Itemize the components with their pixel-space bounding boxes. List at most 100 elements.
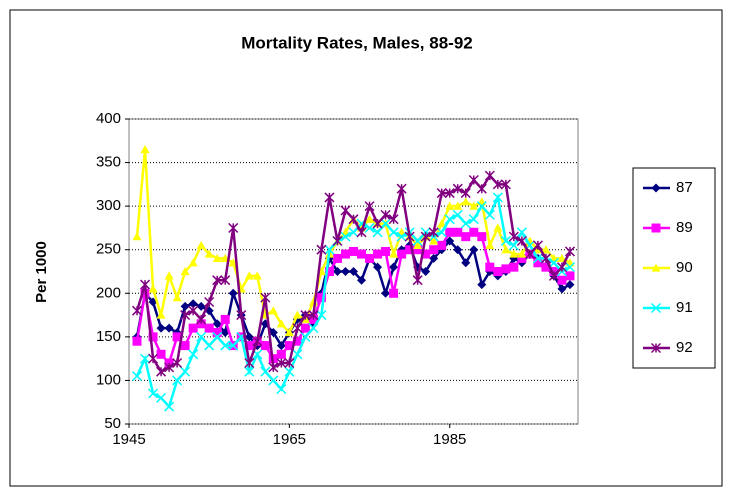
marker [349,267,358,276]
marker [172,375,183,386]
marker [405,245,415,255]
marker [188,323,198,333]
marker [477,232,487,242]
marker [156,310,166,319]
marker [485,262,495,272]
marker [300,323,310,333]
legend-label: 87 [676,179,693,196]
marker [372,227,383,238]
marker [517,253,527,263]
marker [284,328,294,337]
marker [260,292,271,303]
marker [396,183,407,194]
marker [388,227,399,238]
marker [284,341,294,351]
marker [469,201,479,210]
marker [180,310,191,321]
marker [276,319,286,328]
marker [453,245,463,255]
marker [389,288,399,298]
marker [533,258,543,268]
y-tick-label: 150 [96,328,121,345]
marker [188,258,198,267]
marker [244,332,254,342]
marker [445,227,455,237]
x-tick-label: 1965 [273,431,306,448]
marker [356,227,367,238]
marker [541,262,551,272]
marker [260,341,270,351]
marker [260,366,271,377]
marker [509,249,519,258]
marker [413,245,423,255]
marker [140,279,151,290]
marker [140,145,150,154]
marker [651,223,661,233]
y-tick-label: 250 [96,241,121,258]
marker [164,401,175,412]
marker [477,280,487,290]
marker [212,275,223,286]
marker [228,288,238,298]
marker [445,201,455,210]
marker [445,236,455,246]
marker [212,331,223,342]
marker [429,236,439,245]
marker [228,222,239,233]
marker [476,201,487,212]
marker [444,214,455,225]
marker [501,264,511,274]
marker [348,214,359,225]
marker [564,262,576,273]
marker [180,267,190,276]
marker [188,349,199,360]
marker [236,310,247,321]
y-tick-label: 200 [96,284,121,301]
marker [212,328,222,337]
marker [204,323,214,333]
marker [156,366,167,377]
y-tick-label: 100 [96,371,121,388]
marker [444,188,455,199]
marker [364,222,375,233]
marker [365,253,375,263]
y-tick-label: 300 [96,197,121,214]
marker [188,299,198,309]
marker [484,209,495,220]
marker [524,249,535,260]
marker [316,293,326,303]
marker [332,267,342,276]
marker [373,249,383,259]
marker [300,310,311,321]
marker [493,267,503,276]
marker [413,240,423,249]
marker [380,218,391,229]
marker [651,183,661,193]
marker [244,357,255,369]
marker [244,341,254,351]
marker [349,246,358,256]
marker [548,257,559,268]
marker [421,249,431,259]
marker [453,227,463,237]
marker [452,183,463,194]
marker [172,332,182,342]
marker [276,349,286,359]
marker [316,244,327,255]
marker [508,231,519,242]
marker [164,323,174,333]
marker [469,245,479,255]
marker [340,249,350,259]
marker [437,240,447,250]
marker [388,214,399,225]
marker [389,262,399,272]
marker [131,305,143,316]
marker [172,293,182,302]
marker [564,246,576,257]
marker [140,353,151,364]
marker [412,275,423,286]
marker [429,245,439,255]
marker [556,262,567,273]
y-axis-label: Per 1000 [33,241,50,303]
marker [340,205,351,216]
